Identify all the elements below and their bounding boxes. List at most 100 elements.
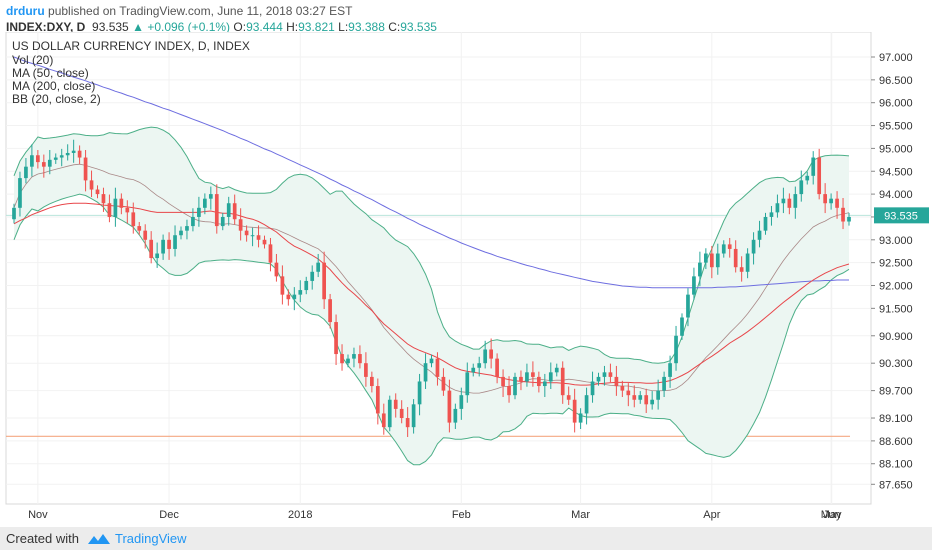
candle-body	[155, 253, 159, 259]
candle-body	[191, 216, 195, 227]
candle-body	[18, 178, 22, 208]
candle-body	[739, 267, 744, 272]
candle-body	[632, 395, 637, 400]
y-tick-label: 88.600	[879, 436, 913, 448]
candle-body	[721, 244, 726, 254]
candle-body	[310, 271, 315, 281]
y-tick-label: 88.100	[879, 459, 913, 471]
y-tick-label: 90.900	[879, 331, 913, 343]
candle-body	[829, 198, 833, 204]
candle-body	[280, 276, 285, 295]
candle-body	[101, 194, 106, 204]
candle-body	[686, 294, 690, 318]
candle-body	[316, 262, 321, 272]
candle-body	[298, 290, 303, 295]
candle-body	[483, 349, 488, 364]
tradingview-link[interactable]: TradingView	[114, 531, 187, 546]
candle-body	[405, 418, 410, 428]
y-tick-label: 89.700	[879, 386, 913, 398]
candle-body	[727, 244, 732, 249]
study-ma200[interactable]: MA (200, close)	[12, 79, 95, 93]
candle-body	[835, 198, 839, 208]
candle-body	[375, 386, 380, 414]
candle-body	[149, 239, 154, 259]
candle-body	[24, 166, 28, 179]
candle-body	[346, 358, 350, 364]
bb-lower-line	[13, 193, 850, 466]
open-value: 93.444	[246, 20, 283, 34]
candle-body	[197, 207, 201, 217]
study-bb[interactable]: BB (20, close, 2)	[12, 92, 101, 106]
price-tag-label: 93.535	[884, 210, 918, 222]
candle-body	[173, 235, 177, 249]
candle-body	[519, 376, 523, 382]
candle-body	[626, 390, 631, 396]
candle-body	[441, 376, 446, 391]
candle-body	[30, 155, 34, 167]
y-tick-label: 97.000	[879, 52, 913, 64]
candle-body	[41, 162, 46, 167]
candle-body	[268, 244, 273, 263]
chart-header: drduru published on TradingView.com, Jun…	[6, 3, 926, 35]
x-tick-label: Nov	[28, 509, 48, 521]
candle-body	[668, 363, 672, 377]
candle-body	[244, 230, 249, 236]
y-tick-label: 96.000	[879, 98, 913, 110]
candle-body	[817, 157, 822, 195]
candle-body	[477, 363, 482, 368]
candle-body	[185, 226, 189, 231]
price-chart[interactable]: 97.000 96.500 96.000 95.500 95.000 94.500 94.0…	[0, 32, 932, 527]
close-value: 93.535	[400, 20, 437, 34]
candle-body	[709, 253, 714, 268]
candle-body	[71, 150, 76, 153]
candle-body	[12, 207, 16, 220]
study-ma50[interactable]: MA (50, close)	[12, 66, 89, 80]
candle-body	[113, 198, 118, 217]
candle-body	[656, 390, 660, 400]
bb-basis-line	[13, 163, 850, 394]
candle-body	[620, 386, 625, 391]
candle-body	[453, 408, 458, 423]
y-tick-label: 92.000	[879, 281, 913, 293]
candle-body	[125, 207, 130, 213]
study-volume[interactable]: Vol (20)	[12, 53, 53, 67]
author-link[interactable]: drduru	[6, 4, 45, 18]
study-title[interactable]: US DOLLAR CURRENCY INDEX, D, INDEX	[12, 39, 250, 53]
candle-body	[423, 363, 428, 382]
y-tick-label: 90.300	[879, 358, 913, 370]
candle-body	[250, 235, 255, 237]
candle-body	[393, 399, 398, 409]
candle-body	[745, 253, 750, 272]
candle-body	[554, 367, 559, 373]
y-tick-label: 94.500	[879, 166, 913, 178]
publish-info: published on TradingView.com, June 11, 2…	[48, 4, 353, 18]
candle-body	[531, 372, 535, 377]
candle-body	[370, 376, 374, 387]
candle-body	[399, 408, 404, 419]
candle-body	[256, 235, 261, 240]
candle-body	[513, 376, 517, 396]
high-label: H:	[286, 20, 299, 34]
candle-body	[328, 299, 332, 323]
candle-body	[107, 203, 112, 217]
candle-body	[65, 152, 70, 156]
price-tag	[874, 207, 929, 224]
candle-body	[769, 212, 774, 217]
candle-body	[381, 413, 386, 428]
candle-body	[596, 376, 601, 382]
candle-body	[537, 376, 541, 387]
candle-body	[262, 239, 267, 245]
candle-body	[364, 363, 368, 377]
candle-body	[465, 372, 470, 396]
candle-body	[143, 230, 148, 240]
candle-body	[47, 159, 52, 167]
bb-fill	[14, 127, 849, 465]
candle-body	[763, 216, 768, 231]
candle-body	[352, 354, 356, 359]
candle-body	[358, 354, 362, 364]
candle-body	[471, 367, 476, 373]
candle-body	[781, 198, 786, 204]
ohlc-line: INDEX:DXY, D 93.535 ▲ +0.096 (+0.1%) O:9…	[6, 19, 926, 35]
candle-body	[841, 207, 845, 222]
candle-body	[322, 262, 326, 300]
